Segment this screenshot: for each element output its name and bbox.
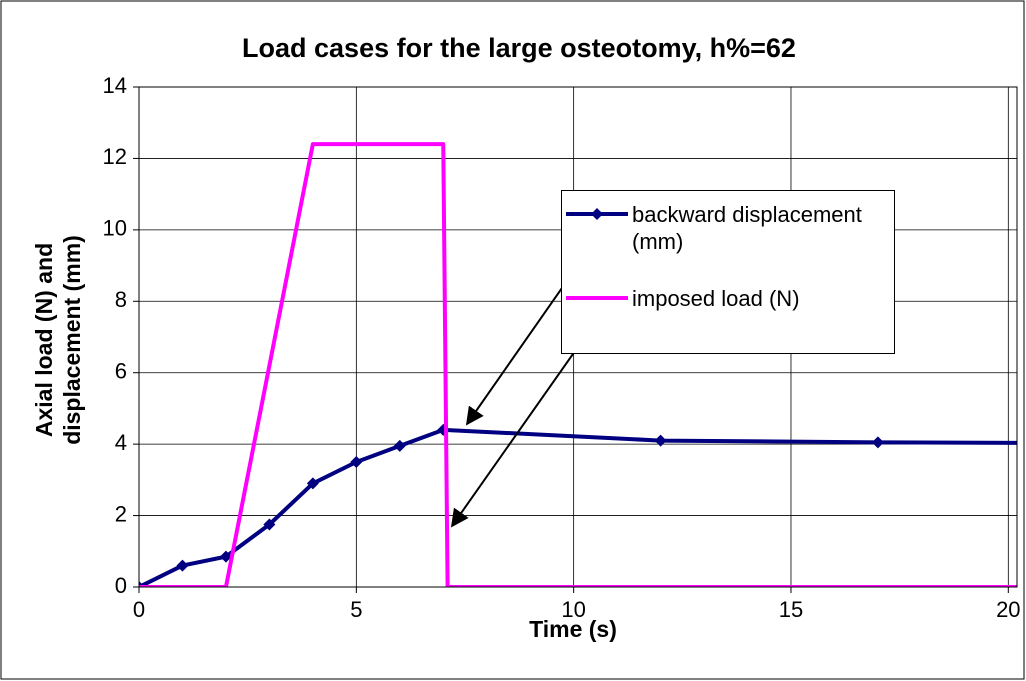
marker [393, 439, 406, 452]
x-tick-label: 10 [561, 597, 585, 622]
plot-border [138, 86, 1018, 588]
legend-swatch [566, 296, 628, 300]
x-tick-label: 5 [350, 597, 362, 622]
legend-label: imposed load (N) [632, 286, 800, 311]
y-tick-label: 0 [115, 573, 127, 598]
x-tick-label: 15 [779, 597, 803, 622]
x-tick-label: 20 [996, 597, 1020, 622]
legend-entry: imposed load (N) [562, 285, 894, 312]
y-tick-label: 2 [115, 501, 127, 526]
legend-marker [591, 208, 603, 220]
y-tick-label: 4 [115, 430, 127, 455]
y-axis-label: Axial load (N) and [31, 243, 57, 437]
y-tick-label: 12 [103, 144, 127, 169]
marker [350, 456, 363, 468]
y-axis-label: displacement (mm) [59, 235, 85, 445]
marker [654, 434, 667, 447]
legend-label: backward displacement (mm) [632, 202, 862, 254]
marker [306, 477, 319, 490]
marker [871, 436, 884, 449]
y-tick-label: 8 [115, 287, 127, 312]
legend-entry: backward displacement (mm) [562, 201, 894, 255]
marker [176, 559, 189, 572]
line [139, 142, 1017, 587]
y-tick-label: 10 [103, 216, 127, 241]
x-tick-label: 0 [133, 597, 145, 622]
marker [263, 518, 276, 531]
chart-title: Load cases for the large osteotomy, h%=6… [242, 33, 796, 63]
marker [219, 550, 232, 563]
x-axis-label: Time (s) [529, 616, 617, 642]
legend-swatch [566, 208, 628, 220]
y-tick-label: 14 [103, 73, 127, 98]
legend: backward displacement (mm) imposed load (… [561, 190, 895, 354]
y-tick-label: 6 [115, 359, 127, 384]
